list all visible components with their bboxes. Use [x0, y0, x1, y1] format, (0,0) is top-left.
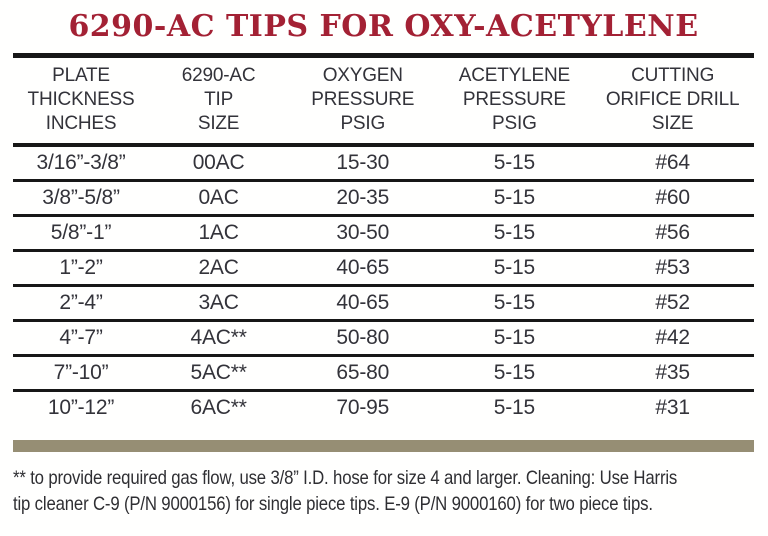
footnote-line-2: tip cleaner C-9 (P/N 9000156) for single…	[13, 493, 653, 515]
cell-oxygen: 65-80	[288, 355, 438, 392]
cell-oxygen: 30-50	[288, 215, 438, 252]
header-line: PRESSURE	[462, 89, 566, 110]
bottom-divider-bar	[13, 440, 754, 452]
cell-thickness: 4”-7”	[13, 320, 150, 357]
header-row: PLATE THICKNESS INCHES 6290-AC TIP SIZE …	[13, 58, 754, 147]
table-row: 5/8”-1” 1AC 30-50 5-15 #56	[13, 215, 754, 252]
cell-acetylene: 5-15	[437, 215, 592, 252]
header-line: PSIG	[492, 113, 537, 134]
cell-drill: #35	[591, 355, 754, 392]
header-line: THICKNESS	[27, 89, 135, 110]
cell-drill: #31	[655, 396, 690, 420]
cell-drill: #64	[591, 145, 754, 182]
table-row: 10”-12” 6AC** 70-95 5-15 #31	[13, 390, 754, 425]
table-row: 7”-10” 5AC** 65-80 5-15 #35	[13, 355, 754, 392]
table-row: 3/8”-5/8” 0AC 20-35 5-15 #60	[13, 180, 754, 217]
cell-thickness: 7”-10”	[13, 355, 150, 392]
cell-acetylene: 5-15	[437, 145, 592, 182]
table-row: 1”-2” 2AC 40-65 5-15 #53	[13, 250, 754, 287]
cell-drill: #53	[591, 250, 754, 287]
cell-thickness: 10”-12”	[47, 396, 115, 420]
footnote: ** to provide required gas flow, use 3/8…	[13, 465, 754, 517]
cell-acetylene: 5-15	[437, 250, 592, 287]
header-line: TIP	[204, 89, 234, 110]
cell-tip-size: 00AC	[149, 145, 289, 182]
cell-thickness: 3/16”-3/8”	[13, 145, 150, 182]
cell-tip-size: 6AC**	[190, 396, 247, 420]
cell-oxygen: 15-30	[288, 145, 438, 182]
footnote-line-1: ** to provide required gas flow, use 3/8…	[13, 467, 678, 489]
header-line: SIZE	[651, 113, 694, 134]
cell-drill: #42	[591, 320, 754, 357]
table-header: PLATE THICKNESS INCHES 6290-AC TIP SIZE …	[13, 58, 754, 147]
col-header-tip-size: 6290-AC TIP SIZE	[149, 58, 289, 147]
header-line: PRESSURE	[311, 89, 415, 110]
table-row: 2”-4” 3AC 40-65 5-15 #52	[13, 285, 754, 322]
cell-oxygen: 20-35	[288, 180, 438, 217]
cell-acetylene: 5-15	[493, 396, 535, 420]
header-line: OXYGEN	[322, 65, 403, 86]
table-body: 3/16”-3/8” 00AC 15-30 5-15 #64 3/8”-5/8”…	[13, 145, 754, 425]
header-line: PLATE	[52, 65, 110, 86]
cell-drill: #52	[591, 285, 754, 322]
cell-thickness: 5/8”-1”	[13, 215, 150, 252]
cell-oxygen: 40-65	[288, 250, 438, 287]
header-line: 6290-AC	[181, 65, 256, 86]
title-underline-rule	[13, 53, 754, 58]
tip-spec-table: PLATE THICKNESS INCHES 6290-AC TIP SIZE …	[13, 58, 754, 425]
cell-thickness: 2”-4”	[13, 285, 150, 322]
cell-acetylene: 5-15	[437, 285, 592, 322]
cell-drill: #56	[591, 215, 754, 252]
col-header-oxygen-pressure: OXYGEN PRESSURE PSIG	[288, 58, 438, 147]
cell-tip-size: 1AC	[149, 215, 289, 252]
cell-oxygen: 70-95	[336, 396, 390, 420]
cell-acetylene: 5-15	[437, 355, 592, 392]
cell-tip-size: 3AC	[149, 285, 289, 322]
cell-thickness: 3/8”-5/8”	[13, 180, 150, 217]
cell-oxygen: 50-80	[288, 320, 438, 357]
page-title: 6290-AC TIPS FOR OXY-ACETYLENE	[68, 9, 699, 44]
cell-oxygen: 40-65	[288, 285, 438, 322]
cell-tip-size: 0AC	[149, 180, 289, 217]
cell-tip-size: 2AC	[149, 250, 289, 287]
table-row: 3/16”-3/8” 00AC 15-30 5-15 #64	[13, 145, 754, 182]
cell-tip-size: 5AC**	[149, 355, 289, 392]
header-line: CUTTING	[631, 65, 715, 86]
col-header-acetylene-pressure: ACETYLENE PRESSURE PSIG	[437, 58, 592, 147]
cell-acetylene: 5-15	[437, 320, 592, 357]
col-header-plate-thickness: PLATE THICKNESS INCHES	[13, 58, 150, 147]
header-line: ORIFICE DRILL	[605, 89, 740, 110]
header-line: PSIG	[340, 113, 386, 134]
header-line: INCHES	[45, 113, 117, 134]
header-line: ACETYLENE	[458, 65, 570, 86]
table-row: 4”-7” 4AC** 50-80 5-15 #42	[13, 320, 754, 357]
cell-acetylene: 5-15	[437, 180, 592, 217]
cell-thickness: 1”-2”	[13, 250, 150, 287]
header-line: SIZE	[197, 113, 240, 134]
col-header-drill-size: CUTTING ORIFICE DRILL SIZE	[591, 58, 754, 147]
cell-tip-size: 4AC**	[149, 320, 289, 357]
cell-drill: #60	[591, 180, 754, 217]
